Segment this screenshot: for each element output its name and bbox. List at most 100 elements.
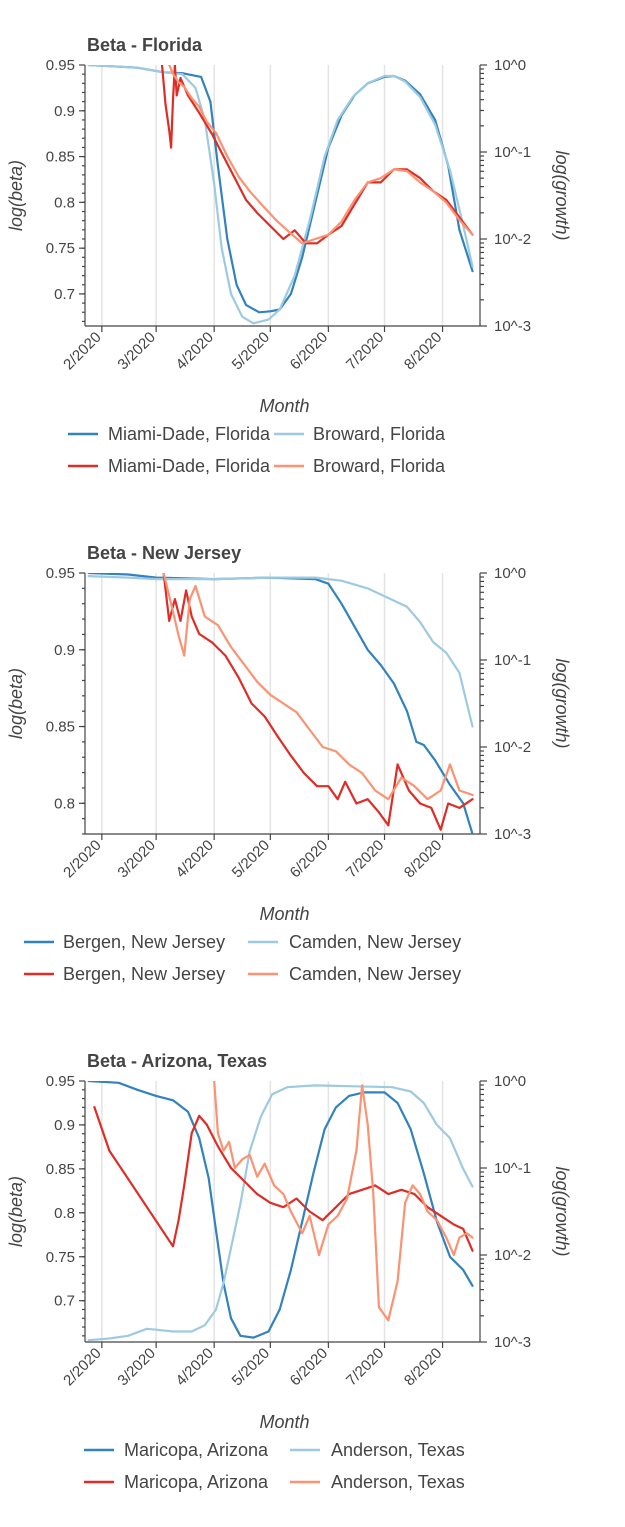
data-point: [145, 1327, 148, 1330]
data-point: [361, 772, 363, 774]
legend-label-2: Anderson, Texas: [331, 1440, 465, 1460]
y-tick-label: 0.75: [46, 240, 75, 257]
data-point: [458, 789, 461, 792]
data-point: [203, 1324, 206, 1327]
data-point: [217, 624, 219, 627]
data-point: [230, 293, 232, 295]
data-point: [471, 1185, 474, 1188]
data-point: [168, 129, 171, 132]
legend-label-3: Bergen, New Jersey: [63, 964, 225, 984]
data-point: [174, 65, 176, 66]
data-point: [355, 802, 358, 805]
series-line-4: [168, 65, 474, 245]
data-point: [327, 582, 330, 585]
data-point: [209, 100, 212, 103]
data-point: [256, 680, 259, 683]
data-point: [127, 576, 129, 579]
data-point: [351, 96, 354, 98]
data-point: [252, 322, 255, 325]
data-point: [172, 1245, 174, 1248]
data-point: [290, 754, 292, 757]
data-point: [378, 1306, 380, 1309]
data-point: [449, 763, 451, 766]
data-point: [336, 798, 339, 801]
x-axis-label: Month: [259, 1412, 309, 1432]
y-axis-label: log(beta): [6, 668, 26, 739]
data-point: [400, 1188, 403, 1191]
series-group: [87, 1081, 474, 1342]
data-point: [241, 1158, 244, 1161]
data-point: [301, 1220, 304, 1223]
series-line-3: [160, 65, 474, 245]
x-tick-label: 3/2020: [114, 1345, 158, 1389]
series-line-1: [87, 1081, 474, 1339]
data-point: [316, 785, 318, 788]
data-point: [215, 1229, 217, 1232]
legend-label-1: Maricopa, Arizona: [124, 1440, 269, 1460]
data-point: [462, 802, 465, 805]
data-point: [205, 120, 208, 123]
data-point: [198, 111, 201, 114]
data-point: [276, 735, 279, 738]
data-point: [282, 238, 285, 240]
data-point: [449, 1137, 451, 1139]
legend-label-2: Broward, Florida: [313, 424, 446, 444]
data-point: [471, 233, 474, 236]
x-tick-label: 6/2020: [287, 1345, 331, 1389]
data-point: [207, 1176, 210, 1179]
y-tick-label: 0.8: [54, 194, 75, 211]
data-point: [187, 1110, 189, 1113]
data-point: [393, 168, 395, 171]
data-point: [393, 599, 395, 602]
data-point: [335, 1206, 337, 1209]
data-point: [222, 1282, 225, 1284]
data-point: [233, 1167, 236, 1169]
data-point: [177, 634, 180, 637]
data-point: [282, 1206, 285, 1209]
data-point: [406, 170, 408, 173]
x-tick-label: 7/2020: [343, 1345, 387, 1389]
data-point: [323, 155, 326, 158]
data-point: [366, 648, 369, 651]
data-point: [379, 177, 382, 180]
data-point: [340, 579, 343, 582]
x-tick-label: 3/2020: [114, 837, 158, 881]
data-point: [256, 1193, 259, 1195]
data-point: [419, 181, 421, 184]
y2-axis-label: log(growth): [552, 1166, 572, 1256]
legend-label-4: Camden, New Jersey: [289, 964, 461, 984]
data-point: [278, 1308, 281, 1311]
y-tick-label: 0.9: [54, 103, 75, 120]
data-point: [314, 238, 317, 240]
data-point: [321, 746, 324, 748]
data-point: [327, 233, 330, 236]
data-point: [445, 201, 448, 204]
series-line-4: [162, 573, 474, 801]
data-point: [458, 219, 461, 221]
data-point: [198, 105, 201, 108]
data-point: [248, 1150, 251, 1153]
data-point: [217, 164, 219, 167]
data-point: [198, 1114, 201, 1117]
data-point: [409, 1128, 412, 1131]
data-point: [267, 1330, 270, 1333]
y-tick-label: 0.8: [54, 1205, 75, 1222]
data-point: [282, 702, 285, 705]
data-point: [237, 175, 240, 178]
data-point: [458, 671, 461, 674]
data-point: [87, 65, 90, 66]
data-point: [471, 798, 474, 801]
y-tick-label: 0.9: [54, 642, 75, 659]
data-point: [136, 1088, 139, 1091]
data-point: [353, 625, 356, 628]
data-point: [471, 794, 474, 796]
legend-label-3: Maricopa, Arizona: [124, 1472, 269, 1492]
y-tick-label: 0.95: [46, 565, 75, 582]
data-point: [172, 72, 174, 75]
y2-tick-label: 10^0: [494, 565, 526, 582]
data-point: [366, 1123, 369, 1126]
data-point: [261, 205, 264, 207]
data-point: [387, 798, 390, 801]
data-point: [308, 1210, 311, 1213]
data-point: [335, 750, 337, 753]
